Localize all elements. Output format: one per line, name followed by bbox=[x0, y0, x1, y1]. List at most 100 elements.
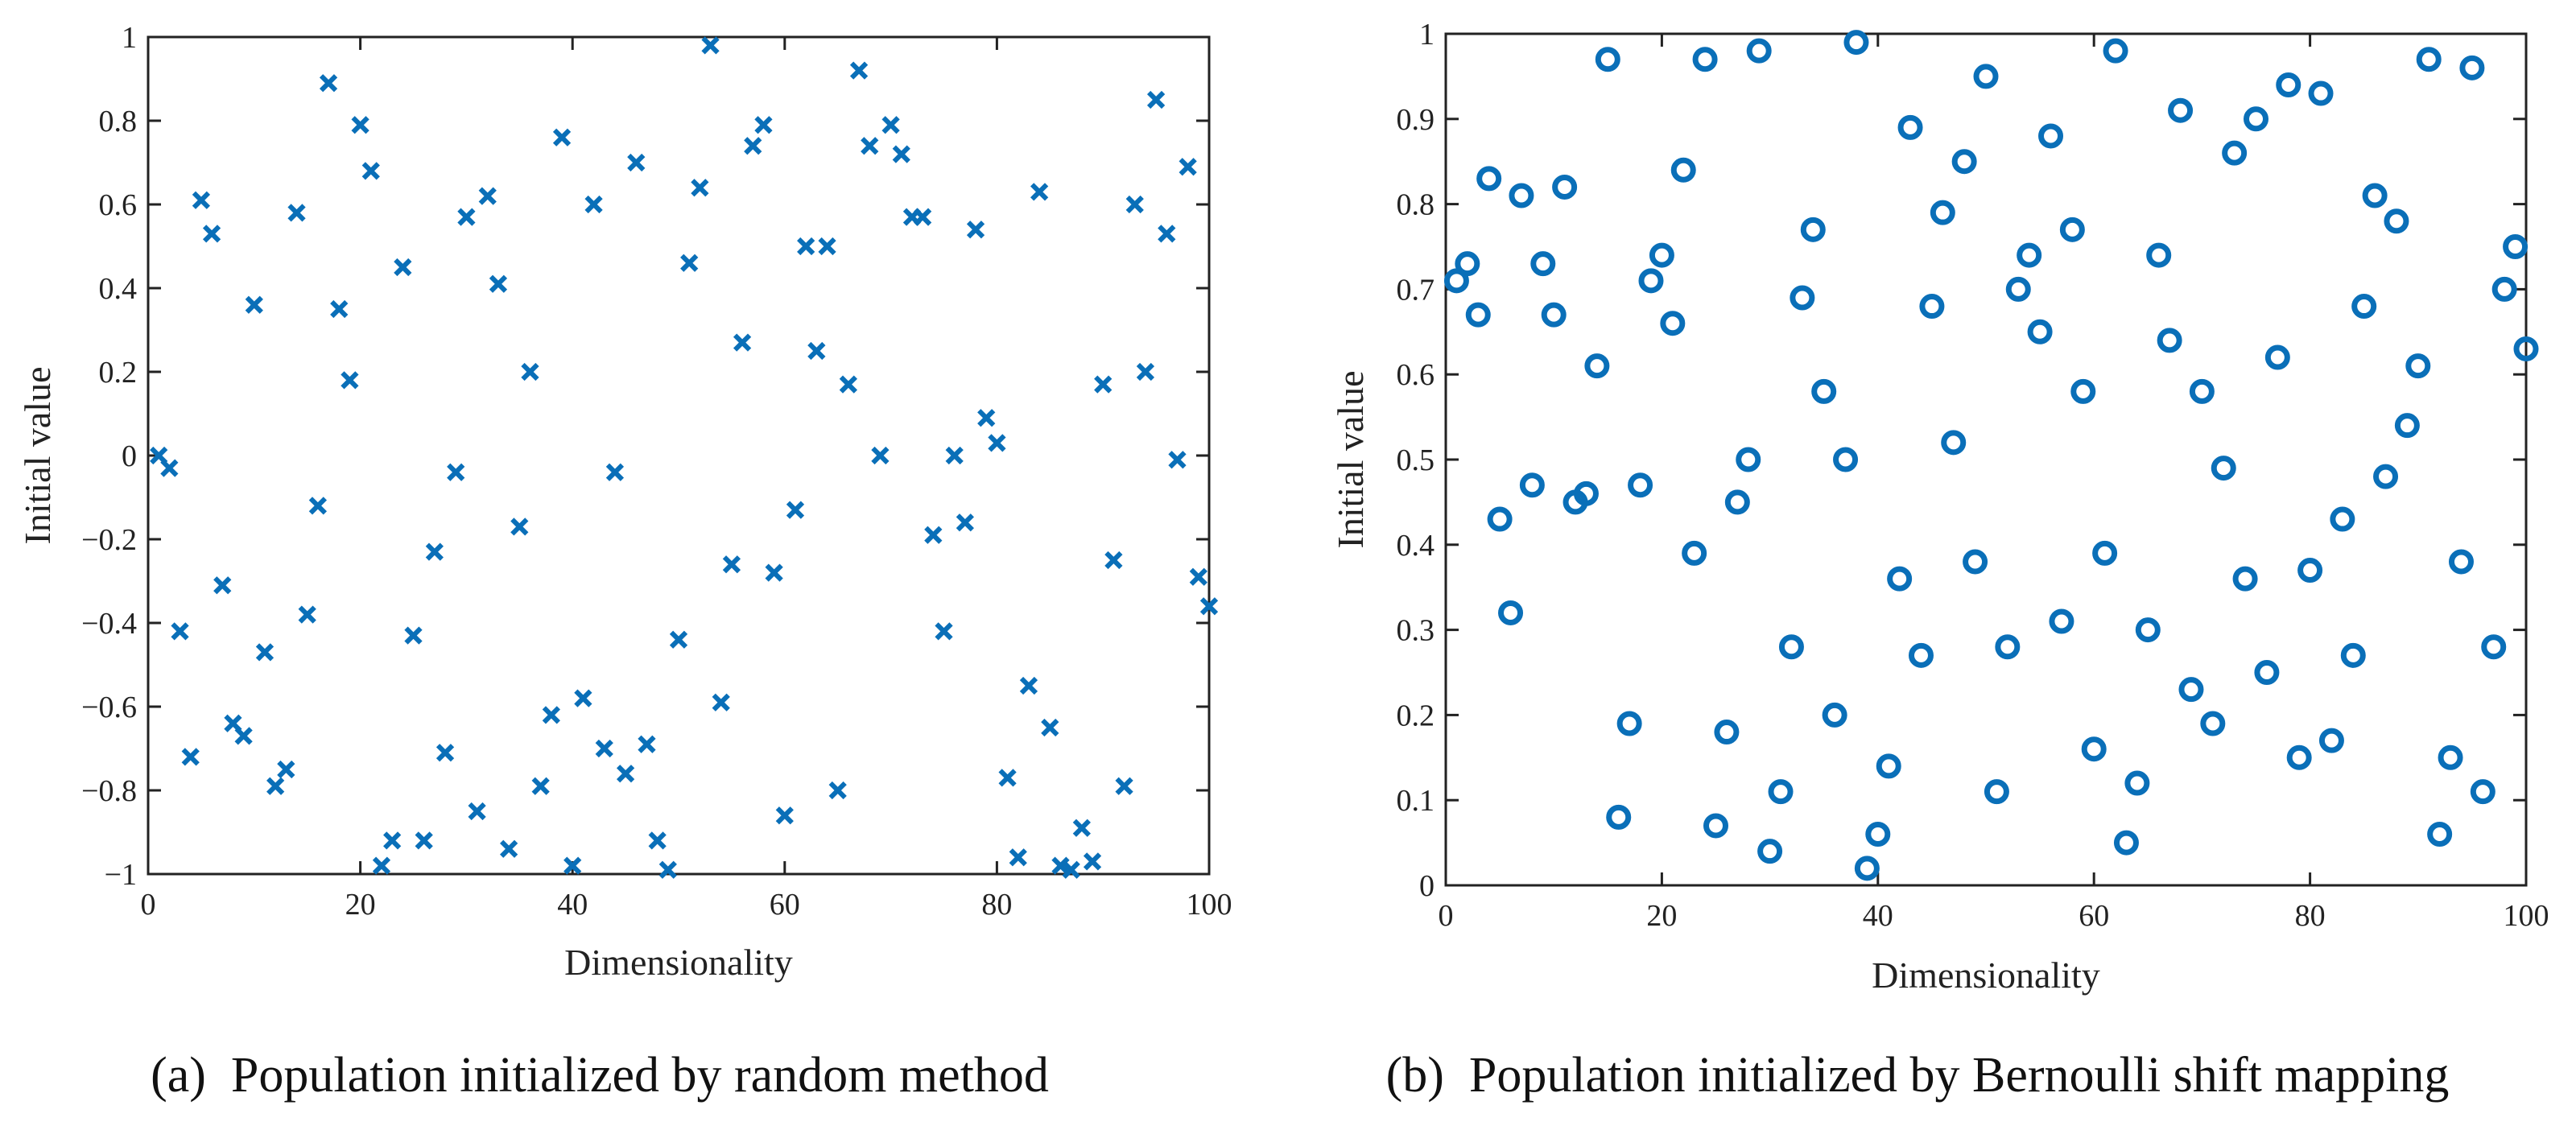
data-point-x-marker bbox=[605, 463, 625, 481]
data-point-x-marker bbox=[1125, 195, 1144, 214]
panel-a-ytick-label: 0.4 bbox=[99, 272, 138, 306]
data-point-x-marker bbox=[255, 643, 275, 662]
data-point-x-marker bbox=[861, 137, 879, 155]
data-point-circle-marker bbox=[2362, 183, 2388, 208]
data-point-x-marker bbox=[754, 116, 773, 134]
data-point-x-marker bbox=[319, 74, 338, 93]
data-point-x-marker bbox=[680, 254, 699, 272]
data-point-x-marker bbox=[658, 860, 677, 879]
data-point-circle-marker bbox=[2438, 744, 2463, 770]
data-point-x-marker bbox=[341, 371, 359, 390]
data-point-x-marker bbox=[1041, 718, 1059, 737]
data-point-circle-marker bbox=[2178, 677, 2204, 703]
panel-a: 0 20 40 60 80 100 −1 −0.8 −0.6 −0.4 −0.2 0 0.2 0.4 0.6… bbox=[17, 21, 1232, 1103]
panel-b-ytick-label: 0.5 bbox=[1397, 443, 1435, 477]
panel-a-xtick-label: 100 bbox=[1187, 888, 1232, 922]
data-point-circle-marker bbox=[2459, 55, 2485, 80]
data-point-circle-marker bbox=[1670, 157, 1696, 183]
panel-a-ylabel: Initial value bbox=[17, 367, 58, 545]
panel-a-ticks: 0 20 40 60 80 100 −1 −0.8 −0.6 −0.4 −0.2 0 0.2 0.4 0.6… bbox=[81, 21, 1232, 922]
data-point-x-marker bbox=[213, 576, 232, 595]
data-point-x-marker bbox=[849, 61, 869, 80]
data-point-circle-marker bbox=[1930, 200, 1955, 225]
data-point-circle-marker bbox=[1649, 242, 1674, 268]
data-point-x-marker bbox=[616, 765, 635, 783]
data-point-circle-marker bbox=[2103, 38, 2128, 64]
data-point-x-marker bbox=[510, 518, 529, 536]
panel-b-ytick-label: 0.3 bbox=[1397, 614, 1435, 648]
data-point-circle-marker bbox=[2254, 660, 2280, 685]
panel-b-xlabel: Dimensionality bbox=[1872, 955, 2100, 996]
data-point-x-marker bbox=[691, 179, 709, 197]
data-point-x-marker bbox=[521, 362, 539, 381]
data-point-circle-marker bbox=[2200, 711, 2226, 736]
data-point-x-marker bbox=[447, 463, 465, 481]
data-point-x-marker bbox=[966, 221, 985, 239]
data-point-x-marker bbox=[160, 459, 179, 477]
panel-a-ytick-label: −0.2 bbox=[81, 523, 137, 557]
data-point-circle-marker bbox=[2222, 140, 2248, 166]
data-point-circle-marker bbox=[2232, 566, 2258, 592]
data-point-x-marker bbox=[627, 153, 646, 172]
data-point-circle-marker bbox=[2481, 634, 2507, 660]
data-point-circle-marker bbox=[2286, 744, 2312, 770]
data-point-x-marker bbox=[807, 341, 826, 361]
data-point-circle-marker bbox=[2189, 378, 2215, 404]
data-point-x-marker bbox=[287, 204, 306, 222]
data-point-x-marker bbox=[245, 295, 263, 314]
data-point-circle-marker bbox=[2308, 80, 2334, 106]
data-point-x-marker bbox=[436, 744, 455, 762]
panel-b-plot-frame bbox=[1444, 32, 2528, 887]
data-point-x-marker bbox=[892, 145, 910, 163]
data-point-x-marker bbox=[372, 856, 391, 875]
data-point-circle-marker bbox=[2211, 456, 2236, 481]
data-point-circle-marker bbox=[1919, 294, 1945, 320]
data-point-x-marker bbox=[797, 237, 815, 256]
data-point-x-marker bbox=[1083, 852, 1102, 871]
data-point-circle-marker bbox=[2244, 106, 2268, 132]
panel-b-ticks: 0 20 40 60 80 100 0 0.1 0.2 0.3 0.4 0.5 0.6 0.7 0.8 0.9… bbox=[1397, 18, 2549, 933]
panel-a-caption: (a) Population initialized by random met… bbox=[151, 1048, 1049, 1103]
data-point-x-marker bbox=[552, 128, 572, 146]
data-point-circle-marker bbox=[2373, 464, 2399, 489]
panel-b-ytick-label: 0.6 bbox=[1397, 358, 1435, 392]
panel-b-ylabel: Initial value bbox=[1330, 371, 1371, 549]
data-point-circle-marker bbox=[1498, 600, 1524, 625]
data-point-circle-marker bbox=[2340, 642, 2366, 668]
data-point-x-marker bbox=[415, 831, 433, 850]
panel-a-ytick-label: −1 bbox=[105, 858, 137, 892]
data-point-circle-marker bbox=[1951, 149, 1977, 175]
data-point-circle-marker bbox=[1584, 353, 1610, 379]
panel-b-ytick-label: 1 bbox=[1419, 18, 1435, 52]
data-point-x-marker bbox=[1030, 183, 1049, 201]
data-point-x-marker bbox=[1009, 848, 1027, 867]
data-point-x-marker bbox=[1199, 597, 1219, 616]
data-point-x-marker bbox=[308, 497, 328, 515]
data-point-circle-marker bbox=[1854, 856, 1880, 881]
data-point-circle-marker bbox=[1973, 64, 1999, 89]
data-point-circle-marker bbox=[2351, 294, 2377, 320]
panel-a-ytick-label: −0.6 bbox=[81, 691, 137, 724]
data-point-circle-marker bbox=[1843, 30, 1869, 56]
data-point-x-marker bbox=[914, 208, 932, 226]
panel-b: 0 20 40 60 80 100 0 0.1 0.2 0.3 0.4 0.5 0.6 0.7 0.8 0.9… bbox=[1330, 18, 2549, 1103]
data-point-x-marker bbox=[1146, 90, 1166, 109]
panel-a-ytick-label: 0 bbox=[122, 439, 137, 473]
panel-a-ytick-label: −0.8 bbox=[81, 774, 137, 808]
data-point-circle-marker bbox=[1822, 702, 1847, 728]
data-point-circle-marker bbox=[2113, 830, 2139, 856]
panel-a-ytick-label: 0.2 bbox=[99, 356, 138, 390]
data-point-circle-marker bbox=[1963, 549, 1988, 575]
data-point-circle-marker bbox=[2049, 608, 2074, 634]
panel-b-xtick-label: 60 bbox=[2079, 899, 2109, 933]
data-point-circle-marker bbox=[1876, 753, 1901, 779]
data-point-x-marker bbox=[361, 162, 380, 180]
panel-b-ytick-label: 0.7 bbox=[1397, 273, 1435, 307]
panel-b-ytick-label: 0.2 bbox=[1397, 699, 1435, 732]
data-point-circle-marker bbox=[2059, 217, 2085, 242]
data-point-circle-marker bbox=[2416, 47, 2442, 72]
data-point-x-marker bbox=[1136, 362, 1155, 381]
data-point-circle-marker bbox=[2081, 736, 2107, 762]
data-point-x-marker bbox=[818, 237, 836, 256]
panel-b-ytick-label: 0.8 bbox=[1397, 188, 1435, 222]
